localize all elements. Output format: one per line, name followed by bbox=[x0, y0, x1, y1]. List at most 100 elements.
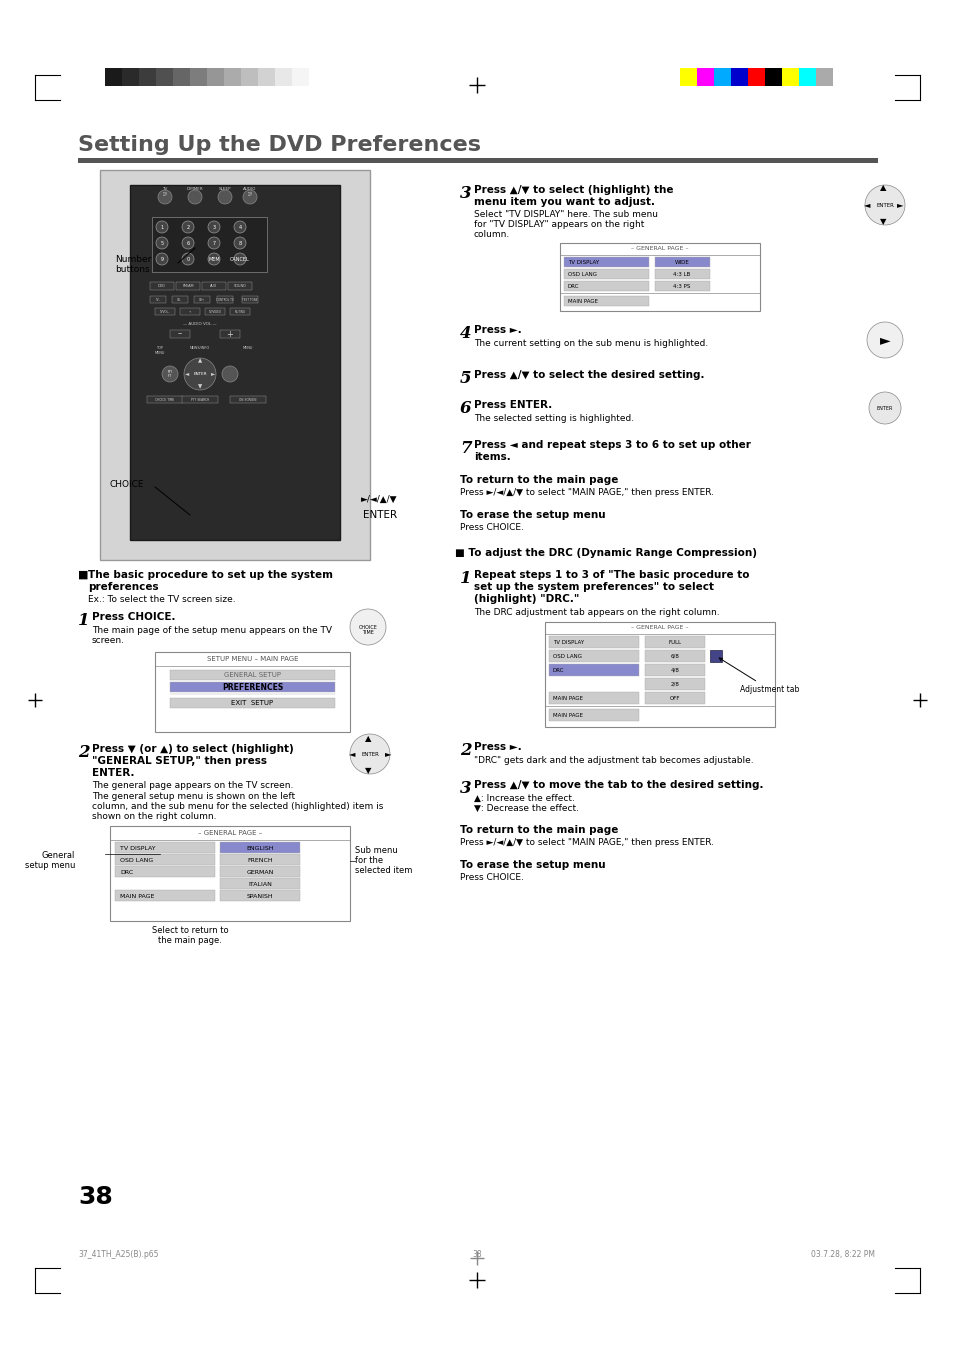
Bar bbox=[170, 698, 335, 708]
Text: Select "TV DISPLAY" here. The sub menu: Select "TV DISPLAY" here. The sub menu bbox=[474, 210, 658, 219]
Bar bbox=[697, 68, 713, 87]
Text: shown on the right column.: shown on the right column. bbox=[91, 812, 216, 821]
Bar bbox=[216, 296, 233, 303]
Circle shape bbox=[182, 237, 193, 249]
Text: 8: 8 bbox=[238, 241, 241, 245]
Text: ▲: ▲ bbox=[879, 184, 885, 192]
Bar bbox=[563, 257, 648, 267]
Text: MENU: MENU bbox=[243, 346, 253, 350]
Text: ►: ► bbox=[879, 333, 889, 346]
Bar bbox=[170, 330, 190, 338]
Circle shape bbox=[208, 253, 220, 265]
Text: EXIT  SETUP: EXIT SETUP bbox=[232, 700, 274, 706]
Bar bbox=[193, 296, 210, 303]
Circle shape bbox=[218, 189, 232, 204]
Circle shape bbox=[182, 253, 193, 265]
Text: 4: 4 bbox=[238, 225, 241, 230]
Text: MAIN PAGE: MAIN PAGE bbox=[553, 713, 582, 717]
Bar bbox=[122, 68, 139, 87]
Text: 2/8: 2/8 bbox=[670, 682, 679, 686]
Text: DRC: DRC bbox=[567, 284, 578, 288]
Text: TEST TONE: TEST TONE bbox=[242, 298, 257, 302]
Text: ENTER: ENTER bbox=[362, 510, 396, 520]
Text: MEM: MEM bbox=[208, 257, 219, 261]
Text: 1: 1 bbox=[160, 225, 163, 230]
Text: for "TV DISPLAY" appears on the right: for "TV DISPLAY" appears on the right bbox=[474, 221, 643, 229]
Text: ENTER: ENTER bbox=[876, 406, 892, 410]
Bar bbox=[220, 890, 299, 901]
Text: ENGLISH: ENGLISH bbox=[246, 846, 274, 851]
Circle shape bbox=[158, 189, 172, 204]
Text: ON SCREEN: ON SCREEN bbox=[239, 398, 256, 402]
Text: ►: ► bbox=[384, 750, 391, 759]
Bar bbox=[274, 68, 292, 87]
Text: TV/VIDEO: TV/VIDEO bbox=[209, 310, 221, 314]
Bar bbox=[764, 68, 781, 87]
Text: 9: 9 bbox=[160, 257, 163, 261]
Text: column.: column. bbox=[474, 230, 510, 239]
Text: PTY
FIT: PTY FIT bbox=[168, 369, 172, 379]
Text: +: + bbox=[226, 330, 233, 338]
Bar bbox=[172, 68, 190, 87]
Bar bbox=[180, 308, 200, 315]
Text: 38: 38 bbox=[78, 1185, 112, 1210]
Circle shape bbox=[208, 237, 220, 249]
Text: TOP
MENU: TOP MENU bbox=[154, 346, 165, 354]
Text: Press ▲/▼ to select the desired setting.: Press ▲/▼ to select the desired setting. bbox=[474, 369, 703, 380]
Bar bbox=[220, 330, 240, 338]
Bar bbox=[644, 664, 704, 676]
Text: Press ►.: Press ►. bbox=[474, 741, 521, 752]
Text: 3: 3 bbox=[459, 779, 471, 797]
Text: ▲: ▲ bbox=[364, 735, 371, 744]
Circle shape bbox=[156, 237, 168, 249]
Text: 1: 1 bbox=[78, 612, 90, 629]
Bar bbox=[655, 269, 709, 279]
Circle shape bbox=[156, 221, 168, 233]
Text: FULL: FULL bbox=[668, 640, 680, 644]
Bar bbox=[205, 308, 225, 315]
Bar bbox=[230, 396, 266, 403]
Text: SOUND: SOUND bbox=[233, 284, 246, 288]
Text: "GENERAL SETUP," then press: "GENERAL SETUP," then press bbox=[91, 756, 267, 766]
Circle shape bbox=[243, 189, 256, 204]
Text: The main page of the setup menu appears on the TV: The main page of the setup menu appears … bbox=[91, 626, 332, 635]
Text: CH–: CH– bbox=[177, 298, 182, 302]
Text: MUTING: MUTING bbox=[234, 310, 245, 314]
Text: FM/AM: FM/AM bbox=[182, 284, 193, 288]
Text: DVD: DVD bbox=[158, 284, 166, 288]
Text: ENTER: ENTER bbox=[193, 372, 207, 376]
Text: ENTER.: ENTER. bbox=[91, 769, 134, 778]
Text: WIDE: WIDE bbox=[674, 260, 689, 264]
Bar bbox=[170, 682, 335, 691]
Bar bbox=[152, 216, 267, 272]
Bar bbox=[548, 636, 639, 648]
Text: Ex.: To select the TV screen size.: Ex.: To select the TV screen size. bbox=[88, 595, 235, 603]
Text: 6: 6 bbox=[186, 241, 190, 245]
Bar bbox=[100, 170, 370, 560]
Text: 7: 7 bbox=[213, 241, 215, 245]
Text: DIMMER: DIMMER bbox=[187, 187, 203, 191]
Bar bbox=[156, 68, 172, 87]
Bar bbox=[730, 68, 747, 87]
Text: TVVOL–: TVVOL– bbox=[159, 310, 170, 314]
Text: – GENERAL PAGE –: – GENERAL PAGE – bbox=[631, 625, 688, 630]
Bar bbox=[147, 396, 183, 403]
Text: Press ▲/▼ to move the tab to the desired setting.: Press ▲/▼ to move the tab to the desired… bbox=[474, 779, 762, 790]
Text: ▼: ▼ bbox=[364, 767, 371, 775]
Text: AUDIO
⏻/I: AUDIO ⏻/I bbox=[243, 187, 256, 196]
Text: SETUP MENU – MAIN PAGE: SETUP MENU – MAIN PAGE bbox=[207, 656, 298, 662]
Text: Number
buttons: Number buttons bbox=[115, 254, 152, 275]
Bar bbox=[115, 842, 214, 852]
Text: –: – bbox=[177, 330, 182, 338]
Circle shape bbox=[208, 221, 220, 233]
Circle shape bbox=[864, 185, 904, 225]
Text: OSD LANG: OSD LANG bbox=[567, 272, 597, 276]
Text: The current setting on the sub menu is highlighted.: The current setting on the sub menu is h… bbox=[474, 340, 707, 348]
Bar bbox=[202, 281, 226, 290]
Bar bbox=[563, 296, 648, 306]
Bar bbox=[713, 68, 730, 87]
Text: 4: 4 bbox=[459, 325, 471, 342]
Bar bbox=[644, 649, 704, 662]
Text: TV DISPLAY: TV DISPLAY bbox=[553, 640, 583, 644]
Circle shape bbox=[162, 367, 178, 382]
